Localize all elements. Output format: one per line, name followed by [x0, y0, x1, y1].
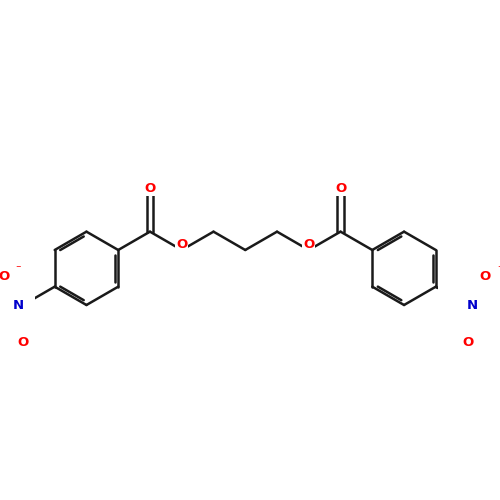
Text: O: O [462, 336, 473, 349]
Text: O: O [303, 238, 314, 251]
Text: O: O [144, 182, 156, 195]
Text: ⁻: ⁻ [497, 264, 500, 274]
Text: O: O [335, 182, 346, 195]
Text: O: O [0, 270, 10, 282]
Text: N: N [13, 298, 24, 312]
Text: O: O [176, 238, 188, 251]
Text: N: N [466, 298, 477, 312]
Text: O: O [480, 270, 490, 282]
Text: ⁻: ⁻ [15, 264, 20, 274]
Text: O: O [18, 336, 28, 349]
